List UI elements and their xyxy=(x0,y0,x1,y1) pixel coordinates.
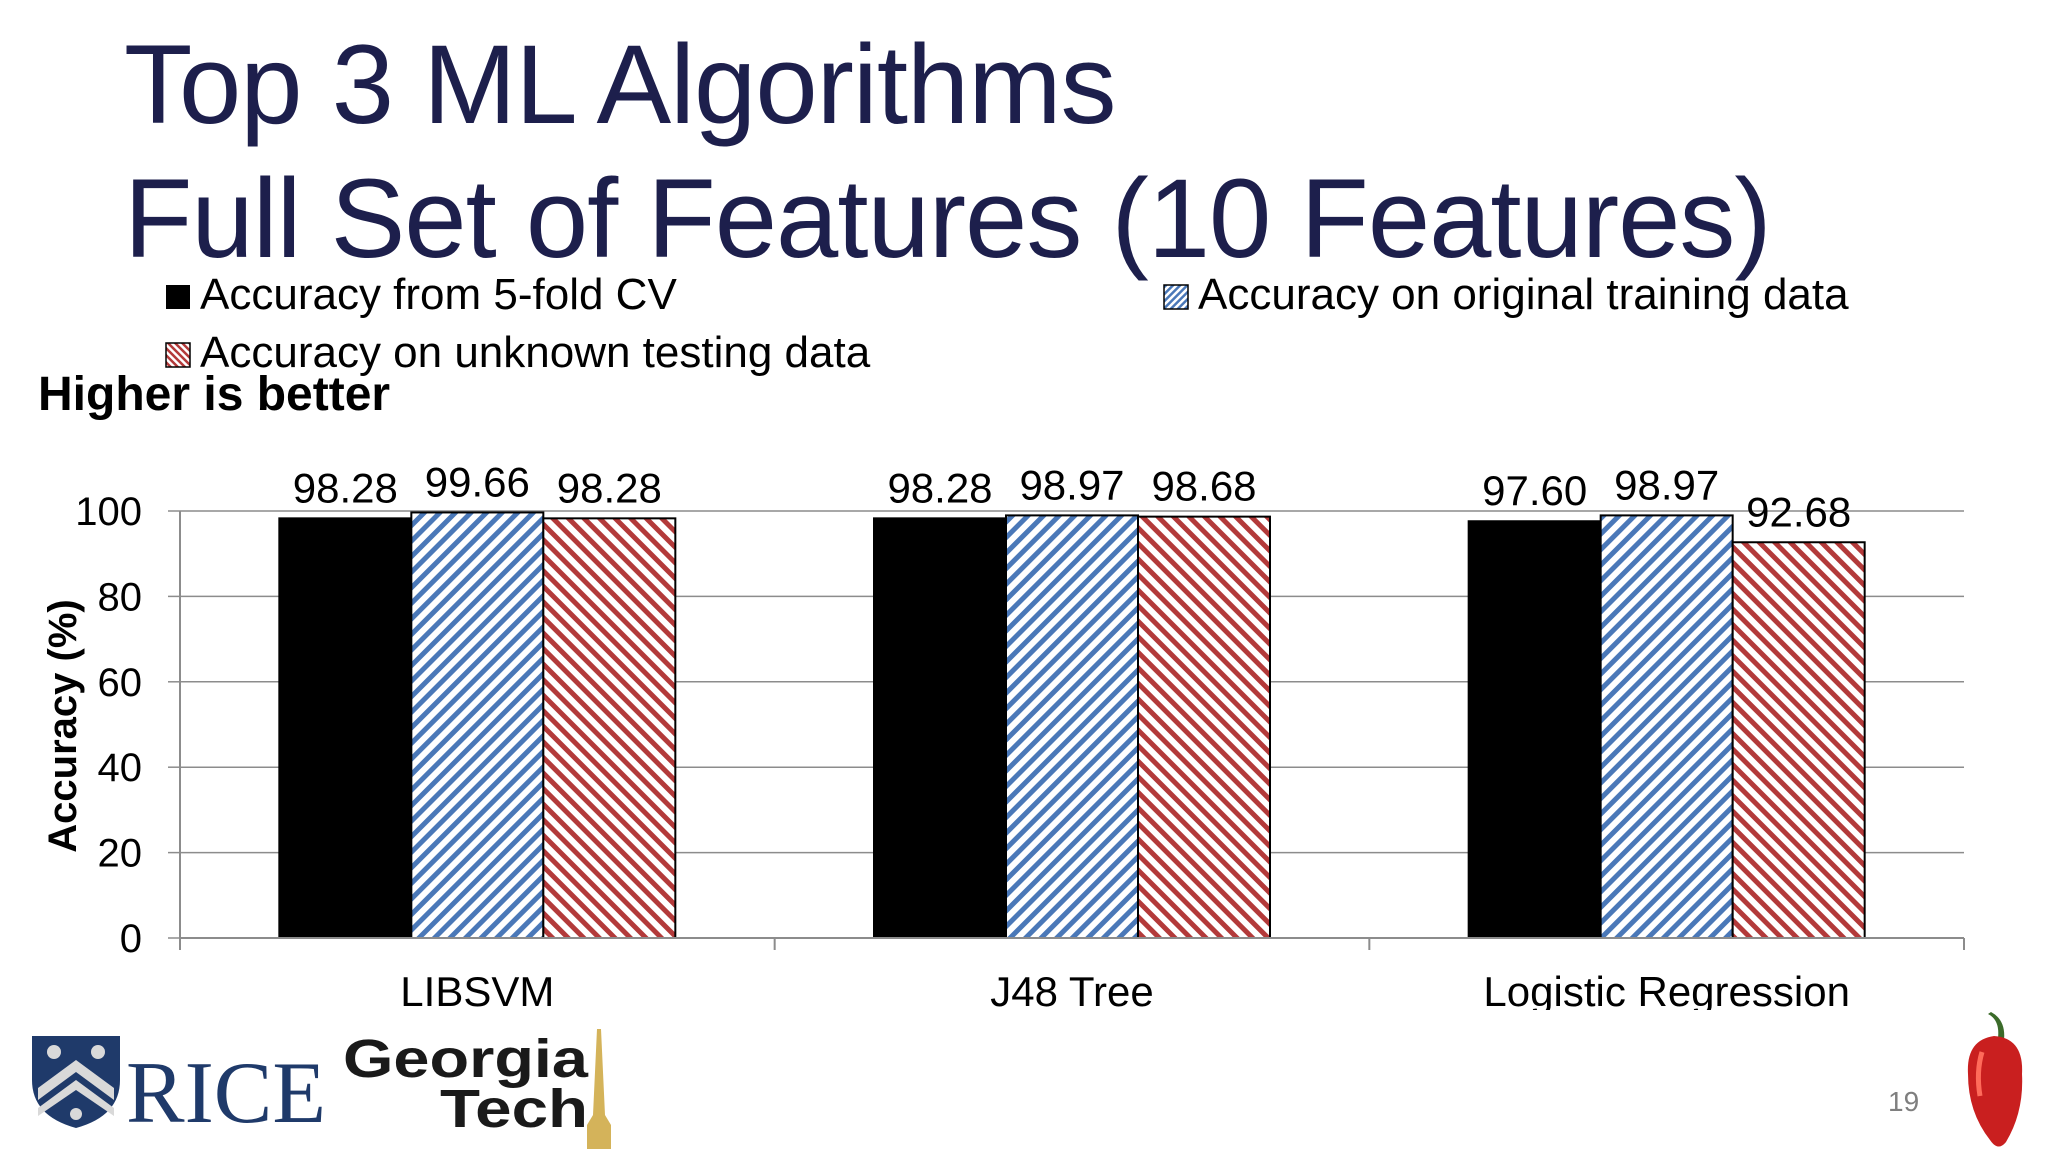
title-line-1: Top 3 ML Algorithms xyxy=(124,22,1117,147)
data-label-training-0: 99.66 xyxy=(425,458,530,505)
georgia-tech-logo-line-2: Tech xyxy=(440,1079,588,1139)
title-line-2: Full Set of Features (10 Features) xyxy=(124,156,1772,281)
georgia-tech-logo-line-1: Georgia xyxy=(343,1029,589,1089)
chart-legend: Accuracy from 5-fold CV Accuracy on origi… xyxy=(165,270,1849,377)
data-label-testing-1: 98.68 xyxy=(1151,463,1256,510)
y-tick-label-40: 40 xyxy=(98,746,143,790)
rice-logo-text: RICE xyxy=(126,1045,326,1130)
bar-testing-2 xyxy=(1731,541,1866,939)
data-label-training-2: 98.97 xyxy=(1614,461,1719,508)
bar-cv-0 xyxy=(278,517,413,940)
legend-label-testing: Accuracy on unknown testing data xyxy=(200,328,871,377)
data-label-testing-0: 98.28 xyxy=(557,464,662,511)
bar-testing-0 xyxy=(542,517,677,940)
data-label-testing-2: 92.68 xyxy=(1746,488,1851,535)
tower-icon xyxy=(587,1029,611,1149)
axes: 0 20 40 60 80 100 LIBSVM J48 Tree Logistic Regre… xyxy=(75,490,1965,1010)
bar-testing-1 xyxy=(1137,515,1271,939)
y-tick-label-60: 60 xyxy=(98,661,143,705)
data-label-training-1: 98.97 xyxy=(1019,461,1124,508)
y-tick-label-20: 20 xyxy=(98,832,143,876)
category-label-1: J48 Tree xyxy=(990,968,1153,1010)
bar-training-0 xyxy=(410,511,545,939)
legend-label-training: Accuracy on original training data xyxy=(1198,270,1849,319)
higher-is-better-annotation: Higher is better xyxy=(38,368,390,421)
bars xyxy=(278,511,1866,940)
data-label-cv-0: 98.28 xyxy=(293,464,398,511)
slide-title: Top 3 ML Algorithms Full Set of Features… xyxy=(124,18,1772,286)
bar-cv-1 xyxy=(873,517,1007,940)
legend-swatch-testing xyxy=(165,342,191,368)
data-labels: 98.28 99.66 98.28 98.28 98.97 98.68 97.60 98.97… xyxy=(293,458,1851,535)
bar-cv-2 xyxy=(1467,520,1602,939)
data-label-cv-1: 98.28 xyxy=(887,464,992,511)
accuracy-bar-chart: Accuracy from 5-fold CV Accuracy on origi… xyxy=(38,270,1965,1010)
pepper-icon xyxy=(1967,1036,2023,1147)
page-number: 19 xyxy=(1888,1086,1920,1117)
pepper-logo xyxy=(1958,1012,2030,1157)
category-label-0: LIBSVM xyxy=(400,968,554,1010)
legend-swatch-cv xyxy=(166,285,190,309)
y-tick-label-0: 0 xyxy=(120,917,142,961)
legend-swatch-training xyxy=(1163,284,1189,310)
georgia-tech-logo: Georgia Tech xyxy=(335,1025,635,1158)
y-tick-label-100: 100 xyxy=(75,490,142,534)
legend-label-cv: Accuracy from 5-fold CV xyxy=(200,270,677,319)
bar-training-1 xyxy=(1005,514,1139,939)
bar-training-2 xyxy=(1599,514,1734,939)
rice-logo: RICE xyxy=(28,1030,328,1142)
data-label-cv-2: 97.60 xyxy=(1482,467,1587,514)
y-axis-label: Accuracy (%) xyxy=(41,599,85,852)
y-tick-label-80: 80 xyxy=(98,575,143,619)
category-label-2: Logistic Regression xyxy=(1483,968,1850,1010)
pepper-stem-icon xyxy=(1988,1012,2005,1040)
